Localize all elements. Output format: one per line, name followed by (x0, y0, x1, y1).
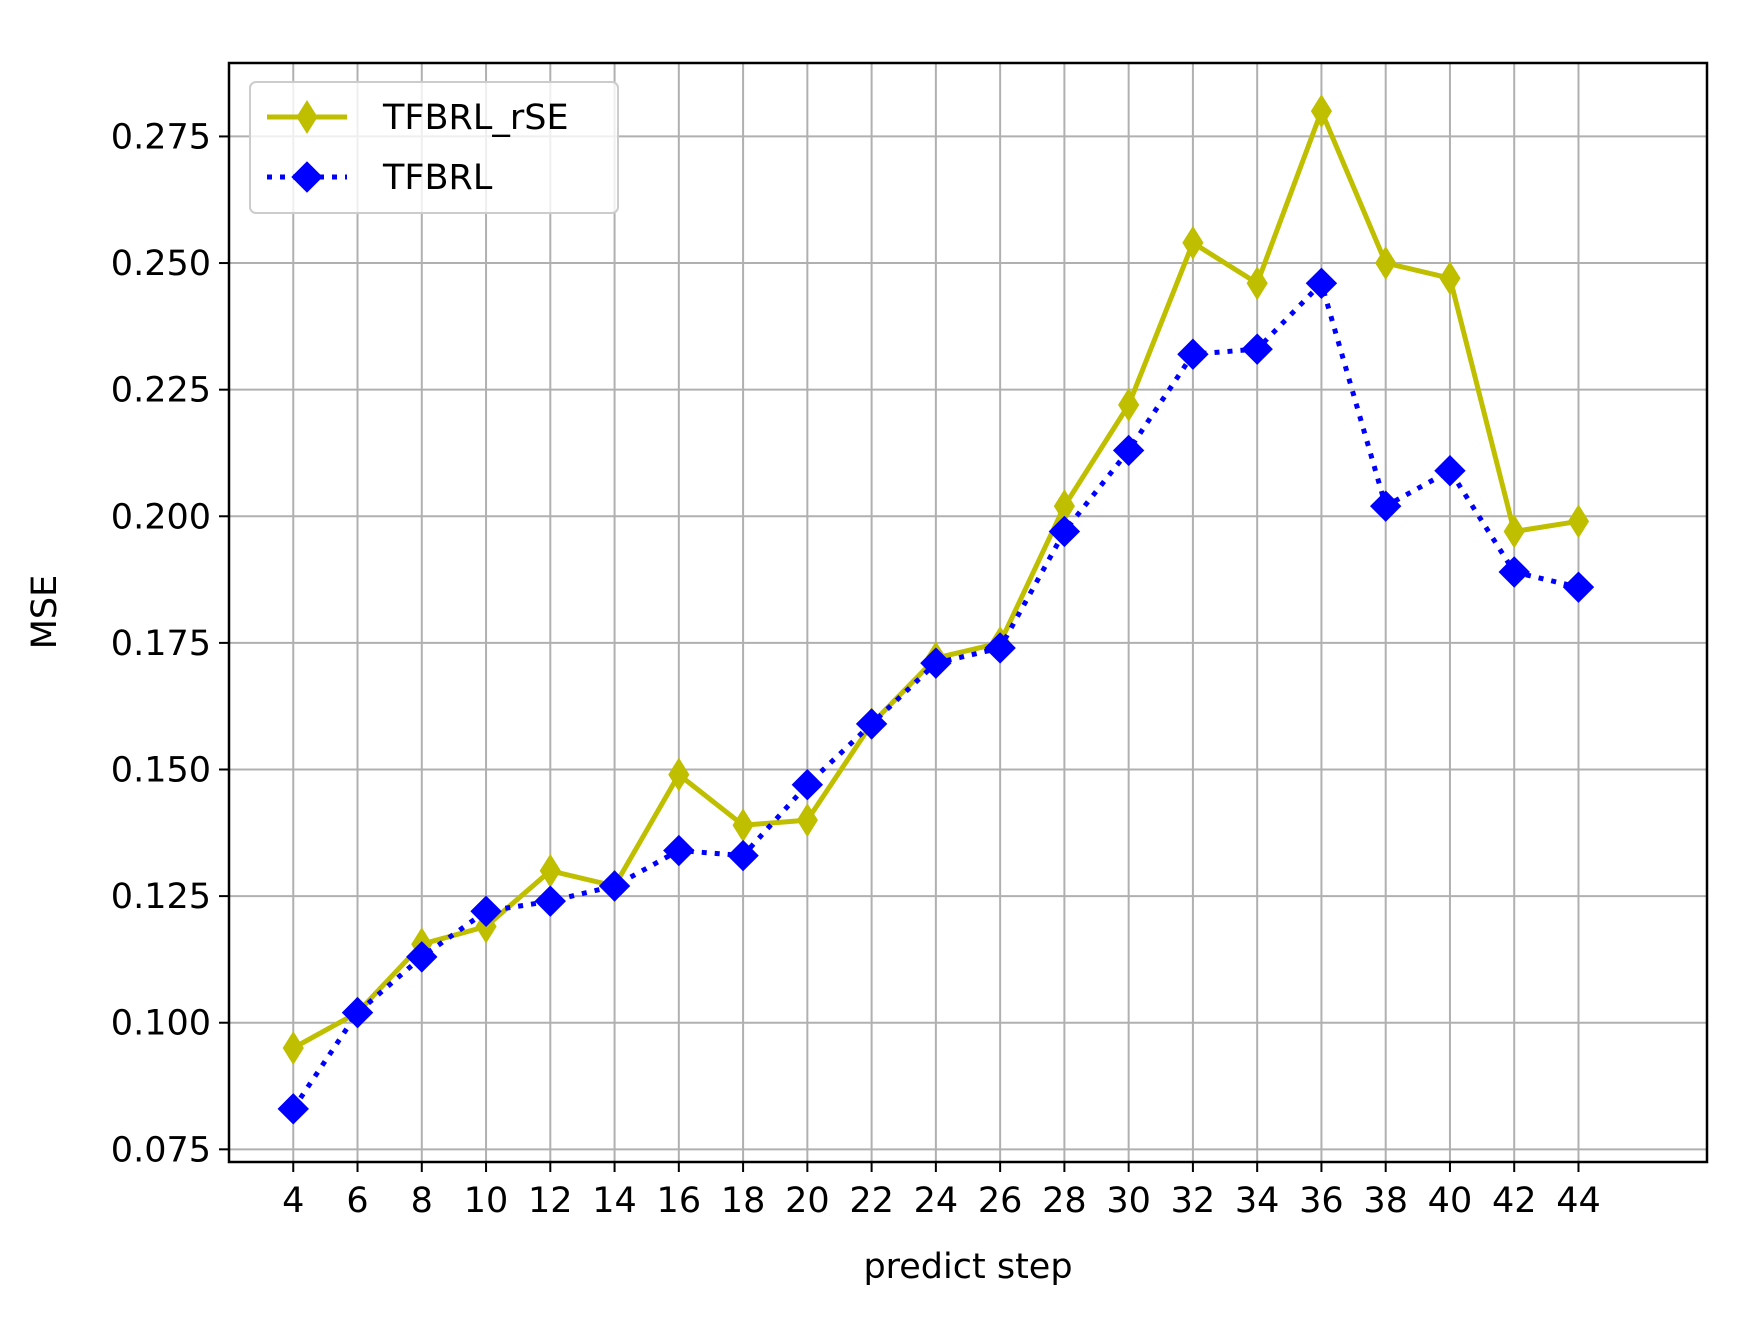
x-tick-label: 8 (411, 1181, 433, 1221)
data-point-tfbrl-rse (1246, 266, 1268, 301)
legend-marker-tfbrl-rse (296, 100, 318, 134)
x-tick-label: 36 (1299, 1181, 1344, 1221)
x-tick-label: 22 (849, 1181, 894, 1221)
data-point-tfbrl (1498, 556, 1530, 588)
data-point-tfbrl (1369, 490, 1402, 522)
y-axis-label: MSE (25, 575, 65, 650)
y-tick-label: 0.275 (111, 117, 211, 157)
y-tick-label: 0.175 (111, 624, 211, 664)
data-point-tfbrl (1241, 333, 1273, 365)
x-tick-label: 44 (1556, 1181, 1601, 1221)
data-point-tfbrl-rse (1118, 387, 1140, 422)
legend-marker-shape (291, 161, 323, 193)
data-point-tfbrl-rse (282, 1031, 304, 1065)
legend-marker-shape (296, 100, 318, 134)
data-point-tfbrl (1562, 571, 1595, 603)
legend-label-tfbrl-rse: TFBRL_rSE (382, 98, 569, 138)
data-point-tfbrl (920, 647, 952, 679)
data-point-tfbrl (277, 1093, 309, 1125)
data-point-tfbrl (534, 885, 567, 917)
plot-frame (227, 61, 1709, 1164)
data-point-tfbrl-rse (1567, 504, 1590, 539)
data-point-tfbrl (598, 870, 631, 902)
data-point-tfbrl (1434, 454, 1466, 487)
data-point-tfbrl (470, 895, 502, 928)
x-tick-label: 32 (1171, 1181, 1216, 1221)
x-tick-label: 6 (346, 1181, 368, 1221)
x-tick-label: 18 (721, 1181, 766, 1221)
data-point-tfbrl (855, 708, 888, 740)
x-tick-label: 10 (464, 1181, 509, 1221)
legend-marker-tfbrl (291, 161, 323, 193)
data-point-tfbrl (663, 834, 695, 867)
x-tick-label: 28 (1042, 1181, 1087, 1221)
series-layer (277, 94, 1595, 1125)
data-point-tfbrl-rse (1439, 261, 1461, 296)
data-point-tfbrl-rse (1310, 94, 1333, 129)
x-tick-label: 20 (785, 1181, 830, 1221)
x-axis: 4 6 8 10 12 14 16 18 20 22 24 26 28 30 32 34 36 38 40 42 44 (282, 1162, 1601, 1221)
x-tick-label: 12 (528, 1181, 573, 1221)
data-point-tfbrl-rse (539, 853, 561, 888)
x-tick-label: 34 (1235, 1181, 1280, 1221)
data-point-tfbrl-rse (1375, 246, 1397, 280)
data-point-tfbrl (727, 839, 759, 872)
data-point-tfbrl (1177, 338, 1209, 370)
y-tick-label: 0.200 (111, 497, 211, 537)
data-point-tfbrl (1048, 515, 1081, 548)
data-point-tfbrl (791, 768, 824, 801)
data-point-tfbrl-rse (796, 803, 818, 838)
x-tick-label: 24 (914, 1181, 959, 1221)
y-tick-label: 0.075 (111, 1130, 211, 1170)
data-point-tfbrl (1305, 267, 1338, 300)
y-tick-label: 0.100 (111, 1004, 211, 1044)
series-tfbrl (277, 267, 1595, 1125)
data-point-tfbrl-rse (732, 808, 754, 843)
y-tick-label: 0.225 (111, 371, 211, 411)
data-point-tfbrl-rse (1182, 225, 1204, 260)
data-point-tfbrl (984, 632, 1016, 664)
x-tick-label: 42 (1492, 1181, 1537, 1221)
x-tick-label: 30 (1106, 1181, 1151, 1221)
y-tick-label: 0.250 (111, 244, 211, 284)
legend: TFBRL_rSE TFBRL (249, 81, 619, 214)
data-point-tfbrl (341, 996, 374, 1029)
legend-label-tfbrl: TFBRL (382, 158, 493, 198)
data-point-tfbrl-rse (668, 757, 690, 792)
x-tick-label: 4 (282, 1181, 304, 1221)
data-point-tfbrl-rse (1503, 514, 1525, 549)
x-tick-label: 40 (1428, 1181, 1473, 1221)
x-tick-label: 38 (1363, 1181, 1408, 1221)
x-tick-label: 16 (657, 1181, 702, 1221)
data-point-tfbrl (1112, 434, 1145, 467)
y-axis: 0.075 0.100 0.125 0.150 0.175 0.200 0.225 0.250… (111, 117, 229, 1170)
x-tick-label: 14 (592, 1181, 637, 1221)
data-point-tfbrl (406, 941, 438, 973)
grid (229, 63, 1707, 1162)
y-tick-label: 0.150 (111, 751, 211, 791)
y-tick-label: 0.125 (111, 877, 211, 917)
x-axis-label: predict step (863, 1247, 1072, 1287)
x-tick-label: 26 (978, 1181, 1023, 1221)
